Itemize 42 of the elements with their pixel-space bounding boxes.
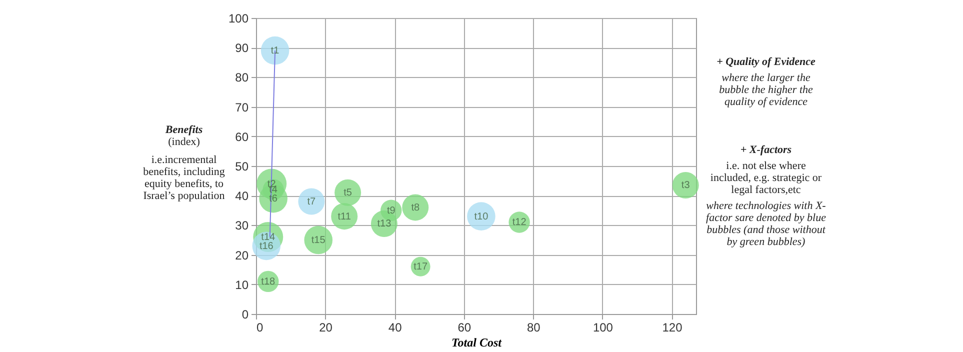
y-tick-label: 60 [235,130,249,144]
annotation: t10 [474,211,489,222]
y-tick-label: 100 [228,12,249,26]
annotation: t16 [259,240,274,252]
text: (index) [167,136,201,148]
annotation: t17 [414,262,428,273]
x-tick-label: 0 [256,320,264,334]
y-tick-label: 0 [242,308,249,322]
annotation: t8 [411,202,420,214]
text: i.e.incremental benefits, including equity benefits, to Israel’s population [142,154,226,202]
annotation: t3 [681,180,690,192]
annotation: t18 [261,276,276,288]
annotation: t9 [386,205,396,216]
text: + X-factors [739,144,793,156]
annotation: t1 [270,46,280,57]
y-tick-label: 70 [235,100,249,114]
annotation: t13 [377,218,392,230]
x-tick-label: 120 [662,320,683,334]
annotation: t14 [261,232,276,244]
y-tick-label: 80 [235,70,249,85]
y-axis-title: Benefits [164,124,204,136]
y-tick-label: 10 [235,278,249,292]
x-tick-label: 100 [592,320,614,334]
text: where the larger the bubble the higher the quality of evidence [718,72,814,108]
text: i.e. not else where included, e.g. strategic or legal factors,etc [709,160,823,196]
y-tick-label: 30 [235,218,249,233]
x-tick-label: 20 [319,320,333,334]
y-tick-label: 90 [235,41,249,56]
annotation: t15 [311,235,326,246]
y-tick-label: 20 [235,248,249,262]
annotation: t5 [344,188,352,199]
annotation: t11 [338,211,352,222]
text: + Quality of Evidence [716,56,816,68]
annotation: t12 [512,217,527,228]
y-tick-label: 40 [235,189,249,204]
y-tick-label: 50 [235,160,249,174]
annotation: t7 [307,196,316,208]
x-tick-label: 60 [458,320,472,334]
text: where technologies with X-factor sare denoted by blue bubbles (and those without by green bubbles) [706,200,826,248]
x-axis-title: Total Cost [452,336,502,350]
x-tick-label: 80 [526,320,541,334]
x-tick-label: 40 [388,320,402,334]
